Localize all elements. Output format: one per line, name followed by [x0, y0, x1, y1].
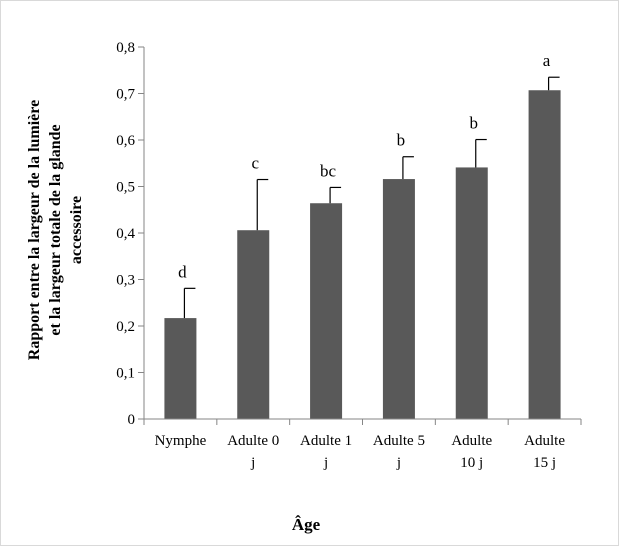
bar: [310, 203, 343, 419]
x-tick-label-line: Nymphe: [155, 433, 207, 449]
x-tick-label-line: j: [250, 455, 255, 471]
x-tick-label: Adulte 0 j: [227, 433, 279, 471]
y-tick-label: 0,7: [116, 87, 135, 103]
significance-letter: bc: [320, 161, 337, 180]
significance-letter: d: [178, 262, 187, 281]
y-tick-label: 0: [128, 412, 136, 428]
significance-letter: a: [543, 51, 551, 70]
x-tick-label-line: Adulte 5: [373, 433, 425, 449]
bar: [164, 318, 197, 419]
y-tick-label: 0,6: [116, 133, 135, 149]
y-axis-label-line-3: accessoire: [68, 196, 85, 264]
bars: d c bc b b a: [164, 51, 561, 420]
x-tick-label-line: 15 j: [533, 455, 556, 471]
y-axis-label-line-1: Rapport entre la largeur de la lumière: [26, 100, 43, 360]
significance-letter: c: [251, 154, 259, 173]
x-tick-label-line: Adulte 1: [300, 433, 352, 449]
y-tick-label: 0,8: [116, 40, 135, 56]
x-axis-ticks: Nymphe Adulte 0 j Adulte 1 j Adulte 5 j Adulte 1…: [143, 419, 582, 471]
bar: [455, 167, 488, 419]
x-tick-label: Adulte 1 j: [300, 433, 352, 471]
x-tick-label-line: 10 j: [460, 455, 483, 471]
y-tick-label: 0,5: [116, 180, 135, 196]
significance-letter: b: [397, 131, 406, 150]
axes: [143, 47, 581, 420]
y-tick-label: 0,2: [116, 319, 135, 335]
y-tick-label: 0,3: [116, 273, 135, 289]
bar: [382, 179, 415, 419]
x-axis-label: Âge: [292, 515, 321, 534]
significance-letter: b: [470, 114, 479, 133]
x-tick-label: Nymphe: [155, 433, 207, 449]
y-axis-label-line-2: et la largeur totale de la glande: [47, 124, 64, 335]
x-tick-label-line: Adulte 0: [227, 433, 279, 449]
x-tick-label: Adulte 5 j: [373, 433, 425, 471]
x-tick-label-line: j: [396, 455, 401, 471]
x-tick-label-line: j: [323, 455, 328, 471]
y-axis-ticks: 0 0,1 0,2 0,3 0,4 0,5 0,6 0,7 0,8: [116, 40, 144, 428]
x-tick-label-line: Adulte: [524, 433, 565, 449]
x-tick-label: Adulte 10 j: [451, 433, 492, 471]
bar: [528, 90, 561, 420]
y-axis-label: Rapport entre la largeur de la lumière e…: [26, 100, 85, 360]
x-tick-label-line: Adulte: [451, 433, 492, 449]
bar: [237, 230, 270, 419]
x-tick-label: Adulte 15 j: [524, 433, 565, 471]
y-tick-label: 0,4: [116, 226, 135, 242]
y-tick-label: 0,1: [116, 366, 135, 382]
